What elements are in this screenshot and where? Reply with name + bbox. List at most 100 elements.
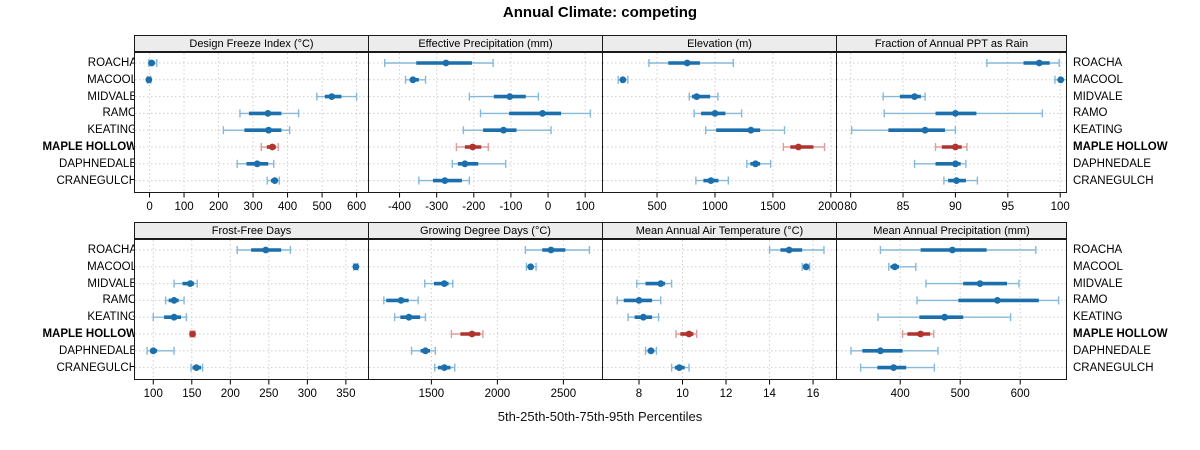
station-label-right-cranegulch: CRANEGULCH [1073,361,1154,374]
x-tick-label: 250 [259,388,278,400]
station-label-right-midvale: MIDVALE [1073,277,1123,290]
series-maple-hollow [782,143,826,151]
x-tick-label: 2000 [485,388,511,400]
station-label-left-keating: KEATING [87,311,137,324]
series-roacha [648,59,734,67]
x-tick-label: 1000 [702,201,728,213]
series-ramo [883,109,1044,118]
x-tick-label: 95 [1001,201,1014,213]
x-tick-label: 200 [209,201,228,213]
panel-plot-elevation-m: 500 1000 1500 2000 [602,52,844,213]
station-label-right-maple-hollow: MAPLE HOLLOW [1073,328,1168,340]
series-midvale [636,279,673,288]
series-daphnedale [913,159,967,168]
x-tick-label: 300 [243,201,262,213]
station-label-right-keating: KEATING [1073,124,1123,137]
panel-plot-mean-annual-precipitation-mm: 400 500 600 [836,239,1067,400]
x-tick-label: -100 [499,201,522,213]
x-tick-label: 2000 [818,201,844,213]
panel-strip-mean-annual-precipitation-mm: Mean Annual Precipitation (mm) [836,222,1067,239]
panel-plot-growing-degree-days-c: 1500 2000 2500 [368,239,603,400]
series-macool [404,75,427,84]
x-tick-label: 0 [545,201,551,213]
series-ramo [239,109,300,118]
series-cranegulch [433,363,456,372]
series-daphnedale [410,346,437,355]
x-tick-label: 85 [897,201,910,213]
series-macool [525,262,537,271]
station-label-right-roacha: ROACHA [1073,244,1123,256]
station-label-right-ramo: RAMO [1073,294,1108,307]
series-macool [1054,75,1066,84]
station-label-left-roacha: ROACHA [87,244,137,256]
series-ramo [479,109,592,118]
x-tick-label: 500 [647,201,666,213]
station-label-left-maple-hollow: MAPLE HOLLOW [42,141,137,153]
series-cranegulch [943,176,979,185]
station-label-right-keating: KEATING [1073,311,1123,324]
x-tick-label: 100 [1051,201,1070,213]
series-daphnedale [451,159,507,168]
series-roacha [236,246,292,254]
series-macool [145,75,153,84]
x-tick-label: 500 [312,201,331,213]
x-tick-label: 90 [949,201,962,213]
x-tick-label: -300 [425,201,448,213]
station-label-right-macool: MACOOL [1073,260,1123,273]
series-daphnedale [644,346,658,355]
panel-strip-design-freeze-index-c: Design Freeze Index (°C) [134,35,369,52]
series-midvale [424,279,454,288]
panel-strip-fraction-of-annual-ppt-as-rain: Fraction of Annual PPT as Rain [836,35,1067,52]
panel-strip-effective-precipitation-mm: Effective Precipitation (mm) [368,35,603,52]
station-label-right-maple-hollow: MAPLE HOLLOW [1073,141,1168,153]
station-label-right-daphnedale: DAPHNEDALE [1073,157,1151,170]
x-tick-label: 0 [146,201,152,213]
series-ramo [383,296,419,305]
series-maple-hollow [450,330,484,338]
series-macool [617,75,629,84]
series-ramo [616,296,662,305]
x-tick-label: 400 [278,201,297,213]
x-tick-label: -400 [388,201,411,213]
series-macool [801,262,811,271]
x-tick-label: 350 [336,388,355,400]
series-midvale [925,279,1020,288]
chart-title: Annual Climate: competing [502,4,698,21]
series-daphnedale [746,159,772,168]
station-label-left-roacha: ROACHA [87,57,137,69]
x-tick-label: 8 [636,388,642,400]
x-tick-label: 12 [720,388,733,400]
series-midvale [173,279,198,288]
panel-strip-elevation-m: Elevation (m) [602,35,837,52]
x-tick-label: 500 [951,388,970,400]
series-roacha [768,246,825,254]
series-cranegulch [695,176,730,185]
axis-caption: 5th-25th-50th-75th-95th Percentiles [497,409,703,424]
station-label-left-keating: KEATING [87,124,137,137]
station-label-right-ramo: RAMO [1073,107,1108,120]
station-label-left-ramo: RAMO [102,107,138,120]
series-keating [705,126,786,135]
series-keating [462,126,552,135]
x-tick-label: 14 [763,388,776,400]
series-maple-hollow [675,330,698,338]
series-keating [393,313,427,322]
x-tick-label: 80 [844,201,857,213]
series-midvale [882,92,926,101]
series-maple-hollow [189,330,196,338]
station-label-left-ramo: RAMO [102,294,138,307]
series-cranegulch [859,363,936,372]
series-ramo [693,109,743,118]
series-roacha [879,246,1037,254]
station-label-left-midvale: MIDVALE [87,277,137,290]
series-maple-hollow [455,143,489,151]
x-tick-label: 10 [676,388,689,400]
series-midvale [316,92,358,101]
x-tick-label: 100 [174,201,193,213]
panel-strip-mean-annual-air-temperature-c: Mean Annual Air Temperature (°C) [602,222,837,239]
x-tick-label: 400 [891,388,910,400]
panel-strip-growing-degree-days-c: Growing Degree Days (°C) [368,222,603,239]
panel-strip-frost-free-days: Frost-Free Days [134,222,369,239]
series-cranegulch [418,176,471,185]
